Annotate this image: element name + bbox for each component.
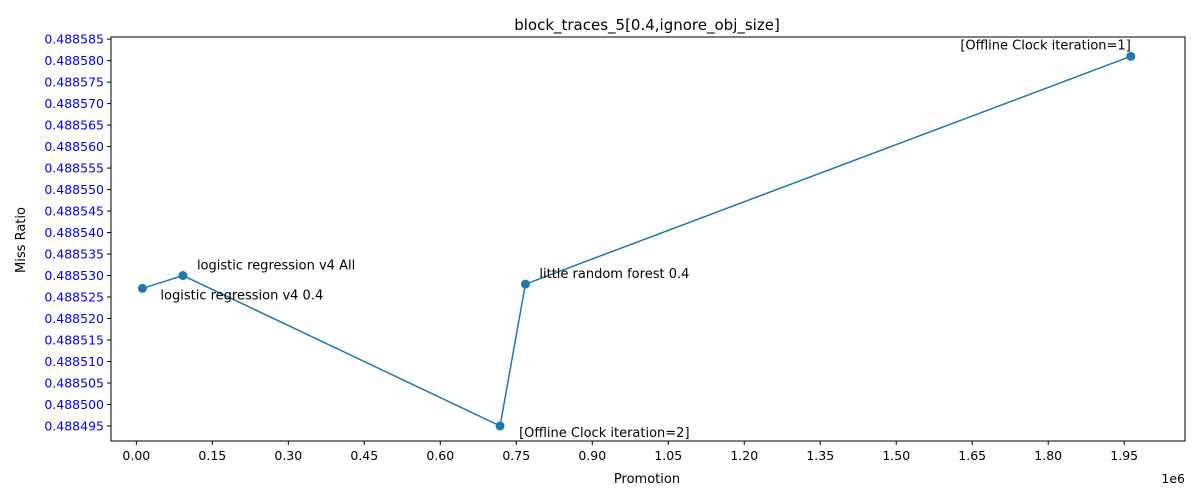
y-tick-label: 0.488575 [44, 75, 104, 90]
series-group [137, 51, 1136, 431]
x-tick-label: 1.50 [882, 448, 910, 463]
point-annotation: [Offline Clock iteration=1] [960, 38, 1130, 53]
y-tick-label: 0.488530 [44, 268, 104, 283]
x-tick-label: 0.90 [578, 448, 606, 463]
data-point [1126, 51, 1136, 61]
y-tick-label: 0.488585 [44, 32, 104, 47]
y-tick-label: 0.488550 [44, 182, 104, 197]
data-point [520, 279, 530, 289]
x-tick-label: 0.30 [274, 448, 302, 463]
y-tick-label: 0.488580 [44, 53, 104, 68]
data-point [495, 421, 505, 431]
y-tick-label: 0.488520 [44, 311, 104, 326]
y-tick-label: 0.488545 [44, 204, 104, 219]
x-tick-label: 1.35 [806, 448, 834, 463]
x-axis-label: Promotion [614, 472, 680, 487]
x-tick-label: 1.80 [1034, 448, 1062, 463]
series-line [142, 55, 1132, 428]
annotations: logistic regression v4 0.4 logistic regre… [160, 38, 1130, 441]
y-tick-label: 0.488535 [44, 247, 104, 262]
y-tick-label: 0.488540 [44, 225, 104, 240]
y-tick-label: 0.488500 [44, 397, 104, 412]
x-tick-label: 1.20 [730, 448, 758, 463]
x-tick-label: 1.65 [958, 448, 986, 463]
x-tick-label: 0.60 [426, 448, 454, 463]
x-axis: 0.00 0.15 0.30 0.45 0.60 0.75 0.90 1.05 1.20 1.35… [122, 441, 1138, 463]
x-offset-label: 1e6 [1161, 471, 1185, 486]
y-tick-label: 0.488515 [44, 333, 104, 348]
x-tick-label: 0.45 [350, 448, 378, 463]
y-tick-label: 0.488495 [44, 418, 104, 433]
y-tick-label: 0.488560 [44, 139, 104, 154]
x-tick-label: 0.75 [502, 448, 530, 463]
point-annotation: logistic regression v4 All [197, 259, 355, 274]
y-axis-label: Miss Ratio [14, 207, 29, 273]
data-point [178, 271, 188, 281]
point-annotation: [Offline Clock iteration=2] [519, 426, 689, 441]
x-tick-label: 1.05 [654, 448, 682, 463]
point-annotation: logistic regression v4 0.4 [160, 288, 323, 303]
x-tick-label: 0.15 [198, 448, 226, 463]
y-tick-label: 0.488510 [44, 354, 104, 369]
data-point [137, 283, 147, 293]
point-annotation: little random forest 0.4 [539, 267, 689, 282]
plot-area: 0.00 0.15 0.30 0.45 0.60 0.75 0.90 1.05 1.20 1.35… [44, 32, 1186, 463]
x-tick-label: 0.00 [122, 448, 150, 463]
y-tick-label: 0.488505 [44, 375, 104, 390]
y-tick-label: 0.488525 [44, 290, 104, 305]
plot-frame [110, 36, 1186, 442]
y-tick-label: 0.488555 [44, 161, 104, 176]
chart-title: block_traces_5[0.4,ignore_obj_size] [514, 16, 780, 35]
y-tick-label: 0.488565 [44, 118, 104, 133]
x-tick-label: 1.95 [1110, 448, 1138, 463]
y-tick-label: 0.488570 [44, 96, 104, 111]
y-axis: 0.488495 0.488500 0.488505 0.488510 0.488515… [44, 32, 111, 433]
